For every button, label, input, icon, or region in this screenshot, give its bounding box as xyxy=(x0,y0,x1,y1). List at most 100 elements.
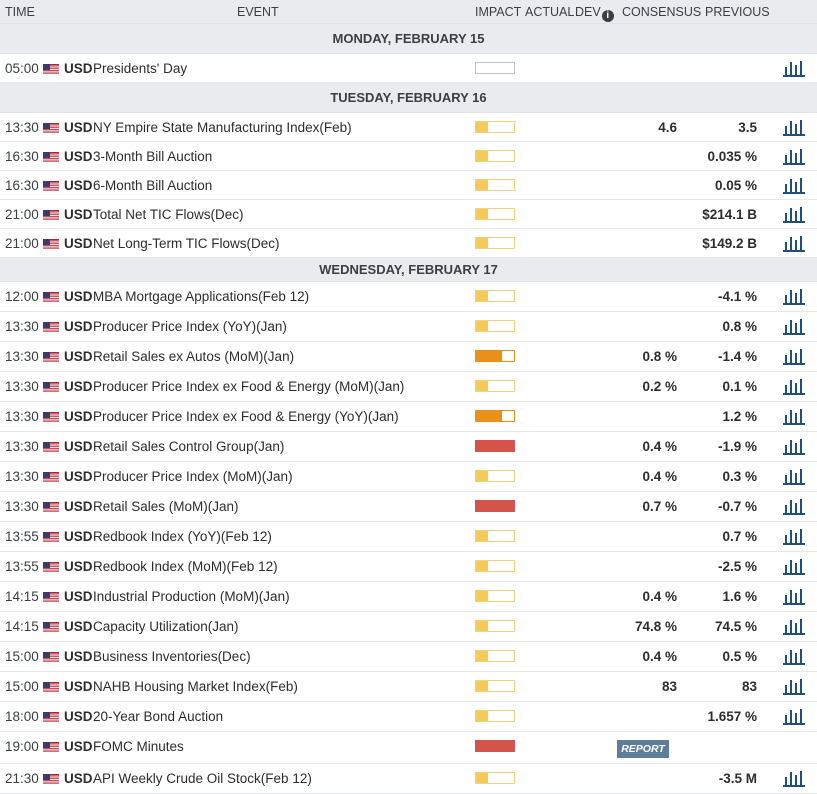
event-row[interactable]: 13:30 USD Retail Sales Control Group(Jan) 0… xyxy=(0,432,817,462)
bar-chart-icon[interactable] xyxy=(782,117,806,137)
event-row[interactable]: 14:15 USD Capacity Utilization(Jan) 74.8 % 7… xyxy=(0,612,817,642)
event-row[interactable]: 21:30 USD API Weekly Crude Oil Stock(Feb 1… xyxy=(0,764,817,794)
col-actual-header[interactable]: ACTUAL xyxy=(525,5,575,19)
impact-indicator xyxy=(475,740,515,752)
event-name[interactable]: Capacity Utilization(Jan) xyxy=(93,619,239,634)
event-row[interactable]: 13:55 USD Redbook Index (YoY)(Feb 12) 0.7 % xyxy=(0,522,817,552)
event-name[interactable]: Industrial Production (MoM)(Jan) xyxy=(93,589,290,604)
event-name[interactable]: Retail Sales (MoM)(Jan) xyxy=(93,499,239,514)
col-consensus-header[interactable]: CONSENSUS xyxy=(622,5,702,19)
event-row[interactable]: 13:30 USD Producer Price Index ex Food & E… xyxy=(0,372,817,402)
event-row[interactable]: 13:30 USD Producer Price Index (YoY)(Jan) 0… xyxy=(0,312,817,342)
event-row[interactable]: 14:15 USD Industrial Production (MoM)(Jan)… xyxy=(0,582,817,612)
event-name[interactable]: Retail Sales ex Autos (MoM)(Jan) xyxy=(93,349,295,364)
col-event-header[interactable]: EVENT xyxy=(237,5,279,19)
event-currency: USD xyxy=(64,619,93,634)
event-name[interactable]: Net Long-Term TIC Flows(Dec) xyxy=(93,236,280,251)
event-row[interactable]: 16:30 USD 6-Month Bill Auction 0.05 % xyxy=(0,171,817,200)
impact-indicator xyxy=(475,410,515,422)
event-row[interactable]: 19:00 USD FOMC Minutes REPORT xyxy=(0,732,817,764)
bar-chart-icon[interactable] xyxy=(782,58,806,78)
event-row[interactable]: 13:30 USD Producer Price Index ex Food & E… xyxy=(0,402,817,432)
report-button[interactable]: REPORT xyxy=(617,740,669,758)
event-row[interactable]: 13:30 USD Producer Price Index (MoM)(Jan) 0… xyxy=(0,462,817,492)
bar-chart-icon[interactable] xyxy=(782,496,806,516)
event-name[interactable]: Redbook Index (YoY)(Feb 12) xyxy=(93,529,272,544)
event-name[interactable]: Producer Price Index ex Food & Energy (Y… xyxy=(93,409,399,424)
bar-chart-icon[interactable] xyxy=(782,676,806,696)
event-time: 13:30 xyxy=(5,469,39,484)
bar-chart-icon[interactable] xyxy=(782,706,806,726)
event-name[interactable]: NAHB Housing Market Index(Feb) xyxy=(93,679,298,694)
event-name[interactable]: 3-Month Bill Auction xyxy=(93,149,213,164)
impact-indicator xyxy=(475,500,515,512)
bar-chart-icon[interactable] xyxy=(782,346,806,366)
event-row[interactable]: 05:00 USD Presidents' Day xyxy=(0,54,817,83)
bar-chart-icon[interactable] xyxy=(782,286,806,306)
us-flag-icon xyxy=(43,321,59,332)
event-row[interactable]: 21:00 USD Net Long-Term TIC Flows(Dec) $149… xyxy=(0,229,817,258)
bar-chart-icon[interactable] xyxy=(782,376,806,396)
event-row[interactable]: 18:00 USD 20-Year Bond Auction 1.657 % xyxy=(0,702,817,732)
event-name[interactable]: Redbook Index (MoM)(Feb 12) xyxy=(93,559,278,574)
event-time: 21:00 xyxy=(5,207,39,222)
bar-chart-icon[interactable] xyxy=(782,646,806,666)
bar-chart-icon[interactable] xyxy=(782,406,806,426)
event-name[interactable]: Producer Price Index (MoM)(Jan) xyxy=(93,469,293,484)
event-row[interactable]: 13:30 USD NY Empire State Manufacturing In… xyxy=(0,113,817,142)
event-name[interactable]: FOMC Minutes xyxy=(93,739,184,754)
event-row[interactable]: 13:30 USD Retail Sales ex Autos (MoM)(Jan)… xyxy=(0,342,817,372)
event-name[interactable]: Producer Price Index (YoY)(Jan) xyxy=(93,319,287,334)
bar-chart-icon[interactable] xyxy=(782,526,806,546)
event-time: 21:00 xyxy=(5,236,39,251)
bar-chart-icon[interactable] xyxy=(782,233,806,253)
bar-chart-icon[interactable] xyxy=(782,175,806,195)
impact-indicator xyxy=(475,710,515,722)
event-row[interactable]: 15:00 USD Business Inventories(Dec) 0.4 % 0.… xyxy=(0,642,817,672)
bar-chart-icon[interactable] xyxy=(782,556,806,576)
event-row[interactable]: 15:00 USD NAHB Housing Market Index(Feb) 83… xyxy=(0,672,817,702)
event-name[interactable]: 20-Year Bond Auction xyxy=(93,709,224,724)
us-flag-icon xyxy=(43,561,59,572)
bar-chart-icon[interactable] xyxy=(782,436,806,456)
event-previous: 83 xyxy=(741,679,757,694)
event-row[interactable]: 16:30 USD 3-Month Bill Auction 0.035 % xyxy=(0,142,817,171)
bar-chart-icon[interactable] xyxy=(782,586,806,606)
event-previous: $214.1 B xyxy=(702,207,757,222)
col-previous-header[interactable]: PREVIOUS xyxy=(705,5,770,19)
event-row[interactable]: 13:55 USD Redbook Index (MoM)(Feb 12) -2.5 … xyxy=(0,552,817,582)
event-name[interactable]: Retail Sales Control Group(Jan) xyxy=(93,439,285,454)
event-name[interactable]: 6-Month Bill Auction xyxy=(93,178,213,193)
event-row[interactable]: 13:30 USD Retail Sales (MoM)(Jan) 0.7 % -0.7… xyxy=(0,492,817,522)
col-time-header[interactable]: TIME xyxy=(5,5,35,19)
event-name[interactable]: Business Inventories(Dec) xyxy=(93,649,251,664)
info-icon[interactable]: i xyxy=(601,10,614,22)
event-name[interactable]: Total Net TIC Flows(Dec) xyxy=(93,207,244,222)
event-currency: USD xyxy=(64,439,93,454)
bar-chart-icon[interactable] xyxy=(782,466,806,486)
col-dev-header[interactable]: DEV i xyxy=(575,5,614,22)
bar-chart-icon[interactable] xyxy=(782,204,806,224)
event-name[interactable]: MBA Mortgage Applications(Feb 12) xyxy=(93,289,310,304)
event-name[interactable]: Presidents' Day xyxy=(93,61,188,76)
event-currency: USD xyxy=(64,649,93,664)
impact-fill xyxy=(476,180,488,190)
event-currency: USD xyxy=(64,469,93,484)
event-name[interactable]: NY Empire State Manufacturing Index(Feb) xyxy=(93,120,352,135)
us-flag-icon xyxy=(43,501,59,512)
bar-chart-icon[interactable] xyxy=(782,616,806,636)
event-name[interactable]: API Weekly Crude Oil Stock(Feb 12) xyxy=(93,771,312,786)
col-impact-header[interactable]: IMPACT xyxy=(475,5,522,19)
bar-chart-icon[interactable] xyxy=(782,768,806,788)
event-consensus: 0.4 % xyxy=(642,469,677,484)
event-row[interactable]: 12:00 USD MBA Mortgage Applications(Feb 12… xyxy=(0,282,817,312)
impact-indicator xyxy=(475,237,515,249)
bar-chart-icon[interactable] xyxy=(782,316,806,336)
bar-chart-icon[interactable] xyxy=(782,146,806,166)
impact-indicator xyxy=(475,121,515,133)
event-row[interactable]: 21:00 USD Total Net TIC Flows(Dec) $214.1 B xyxy=(0,200,817,229)
calendar-body: MONDAY, FEBRUARY 15 05:00 USD Presidents' D… xyxy=(0,24,817,794)
event-previous: 0.7 % xyxy=(722,529,757,544)
event-name[interactable]: Producer Price Index ex Food & Energy (M… xyxy=(93,379,405,394)
